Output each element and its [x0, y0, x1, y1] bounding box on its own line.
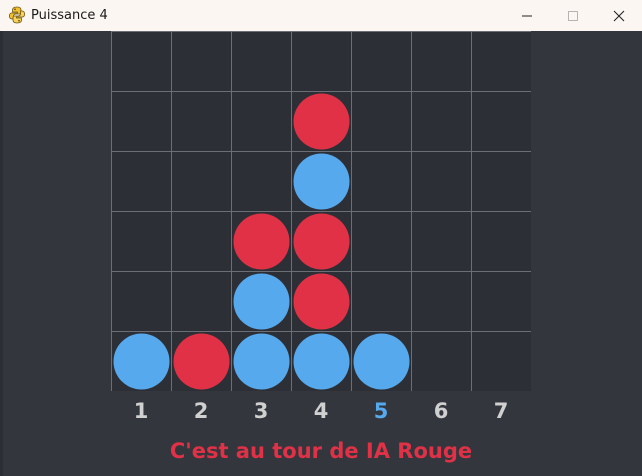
close-icon — [613, 10, 625, 21]
blue-piece — [233, 273, 290, 330]
column-label-7: 7 — [493, 399, 509, 423]
board-cell[interactable] — [411, 331, 472, 392]
board-cell[interactable] — [411, 151, 472, 212]
title-bar[interactable]: Puissance 4 — [0, 0, 642, 31]
board-cell[interactable] — [351, 211, 412, 272]
blue-piece — [113, 333, 170, 390]
board-cell[interactable] — [231, 91, 292, 152]
board-cell[interactable] — [171, 31, 232, 92]
window-edge — [0, 31, 3, 476]
board-cell[interactable] — [351, 31, 412, 92]
board-cell[interactable] — [471, 211, 532, 272]
red-piece — [233, 213, 290, 270]
column-label-4: 4 — [313, 399, 329, 423]
minimize-button[interactable] — [504, 0, 550, 31]
board-cell[interactable] — [111, 211, 172, 272]
column-label-6: 6 — [433, 399, 449, 423]
minimize-icon — [522, 15, 532, 16]
board-cell[interactable] — [351, 151, 412, 212]
board-cell[interactable] — [171, 151, 232, 212]
board-cell[interactable] — [171, 211, 232, 272]
board-cell[interactable] — [411, 271, 472, 332]
python-icon — [9, 6, 25, 24]
blue-piece — [293, 333, 350, 390]
blue-piece — [353, 333, 410, 390]
board-cell[interactable] — [231, 151, 292, 212]
board-cell[interactable] — [111, 31, 172, 92]
board-cell[interactable] — [111, 271, 172, 332]
board-grid[interactable] — [111, 31, 531, 391]
board-cell[interactable] — [411, 91, 472, 152]
board-cell[interactable] — [231, 31, 292, 92]
board-cell[interactable] — [471, 91, 532, 152]
column-labels: 1 2 3 4 5 6 7 — [111, 396, 531, 426]
red-piece — [173, 333, 230, 390]
blue-piece — [233, 333, 290, 390]
board-cell[interactable] — [411, 31, 472, 92]
blue-piece — [293, 153, 350, 210]
board-cell[interactable] — [111, 151, 172, 212]
column-label-1: 1 — [133, 399, 149, 423]
column-label-2: 2 — [193, 399, 209, 423]
close-button[interactable] — [596, 0, 642, 31]
board-cell[interactable] — [351, 271, 412, 332]
board-cell[interactable] — [171, 91, 232, 152]
maximize-icon — [568, 10, 578, 21]
board-cell[interactable] — [471, 151, 532, 212]
column-label-5: 5 — [373, 399, 389, 423]
red-piece — [293, 273, 350, 330]
board-cell[interactable] — [471, 271, 532, 332]
maximize-button[interactable] — [550, 0, 596, 31]
red-piece — [293, 93, 350, 150]
column-label-3: 3 — [253, 399, 269, 423]
turn-status: C'est au tour de IA Rouge — [169, 439, 473, 463]
red-piece — [293, 213, 350, 270]
board-cell[interactable] — [171, 271, 232, 332]
board-cell[interactable] — [111, 91, 172, 152]
board-cell[interactable] — [351, 91, 412, 152]
window-title: Puissance 4 — [31, 8, 108, 23]
board-cell[interactable] — [471, 331, 532, 392]
board-cell[interactable] — [471, 31, 532, 92]
board-cell[interactable] — [291, 31, 352, 92]
game-board[interactable] — [111, 31, 531, 391]
board-cell[interactable] — [411, 211, 472, 272]
